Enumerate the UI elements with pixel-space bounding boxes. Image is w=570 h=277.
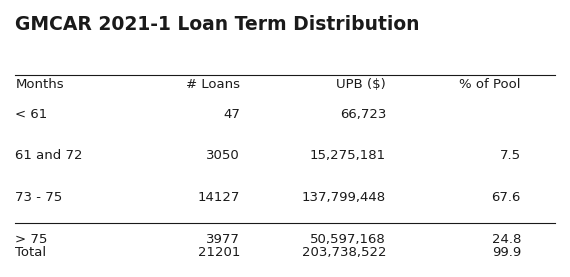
Text: % of Pool: % of Pool	[459, 78, 521, 91]
Text: Total: Total	[15, 246, 47, 259]
Text: 24.8: 24.8	[491, 232, 521, 245]
Text: 67.6: 67.6	[491, 191, 521, 204]
Text: 203,738,522: 203,738,522	[302, 246, 386, 259]
Text: 21201: 21201	[198, 246, 240, 259]
Text: 15,275,181: 15,275,181	[310, 149, 386, 162]
Text: 73 - 75: 73 - 75	[15, 191, 63, 204]
Text: < 61: < 61	[15, 107, 48, 120]
Text: Months: Months	[15, 78, 64, 91]
Text: # Loans: # Loans	[186, 78, 240, 91]
Text: 66,723: 66,723	[340, 107, 386, 120]
Text: > 75: > 75	[15, 232, 48, 245]
Text: 3977: 3977	[206, 232, 240, 245]
Text: 99.9: 99.9	[492, 246, 521, 259]
Text: 47: 47	[223, 107, 240, 120]
Text: GMCAR 2021-1 Loan Term Distribution: GMCAR 2021-1 Loan Term Distribution	[15, 15, 420, 34]
Text: 61 and 72: 61 and 72	[15, 149, 83, 162]
Text: 7.5: 7.5	[500, 149, 521, 162]
Text: 137,799,448: 137,799,448	[302, 191, 386, 204]
Text: 3050: 3050	[206, 149, 240, 162]
Text: 14127: 14127	[198, 191, 240, 204]
Text: 50,597,168: 50,597,168	[310, 232, 386, 245]
Text: UPB ($): UPB ($)	[336, 78, 386, 91]
